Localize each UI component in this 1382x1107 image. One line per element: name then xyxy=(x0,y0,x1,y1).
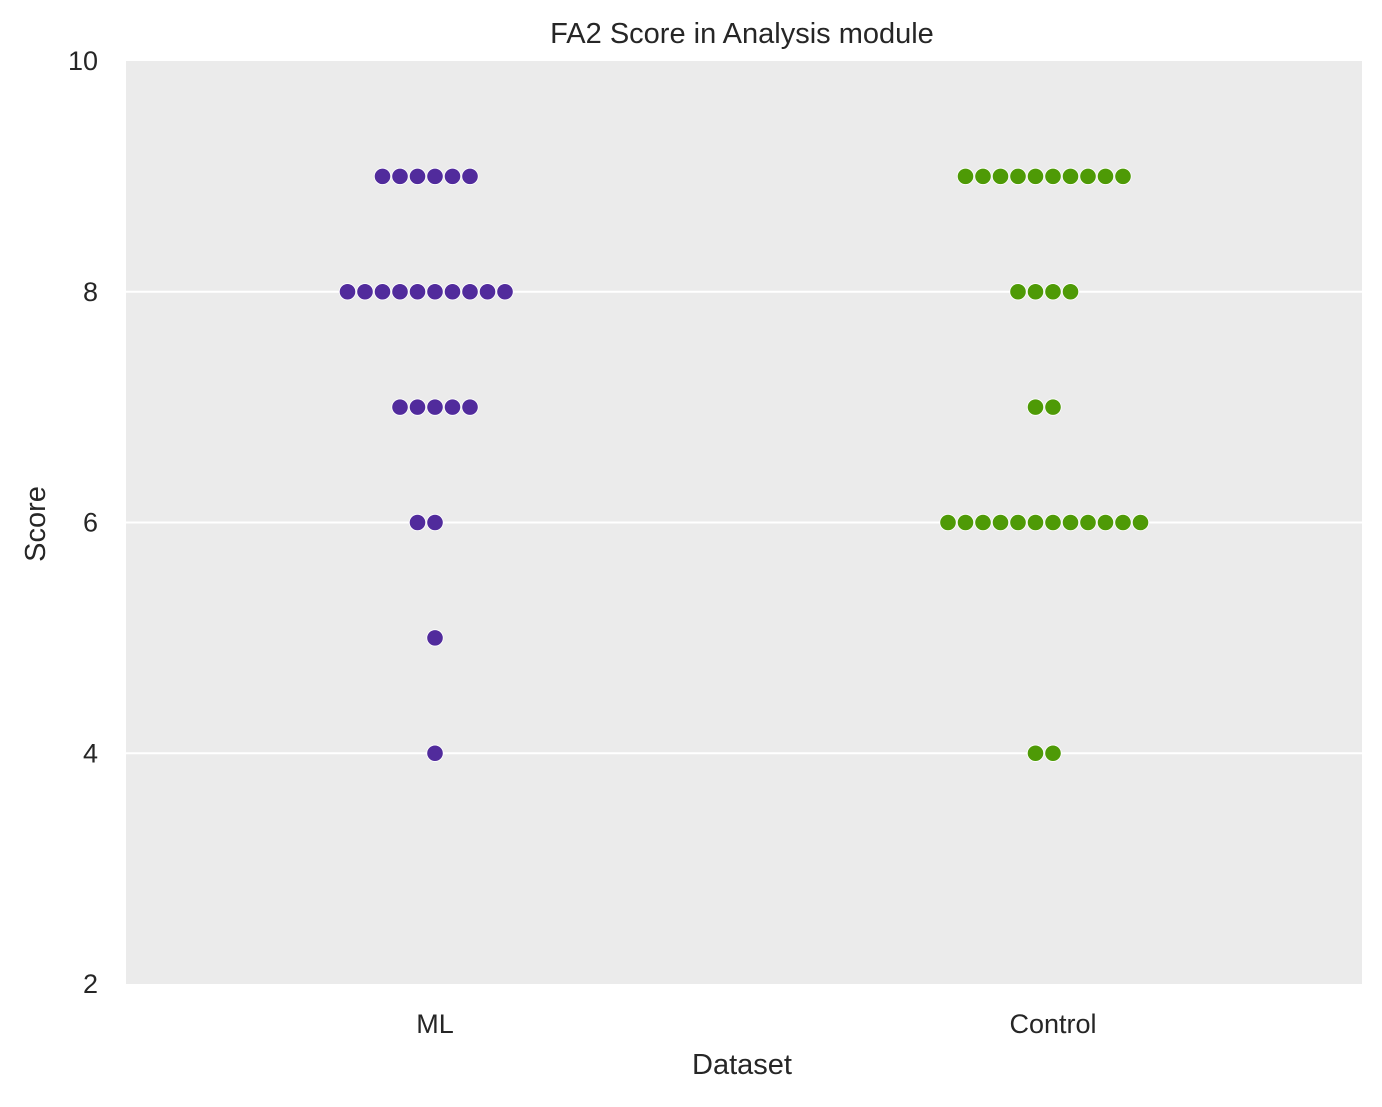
swarm-point xyxy=(408,167,427,185)
swarm-point xyxy=(391,167,409,185)
grid-lines xyxy=(126,290,1362,755)
swarm-point xyxy=(496,283,514,301)
swarm-point xyxy=(1079,167,1097,185)
swarm-point xyxy=(1096,513,1115,532)
y-tick-label: 4 xyxy=(83,738,98,768)
swarm-point xyxy=(1131,513,1150,532)
swarm-point xyxy=(461,167,479,185)
swarm-point xyxy=(1044,744,1062,762)
swarm-point xyxy=(1009,167,1027,185)
swarm-point xyxy=(1044,283,1062,301)
swarm-point xyxy=(461,283,479,301)
swarm-point xyxy=(1009,513,1027,532)
y-tick-label: 10 xyxy=(68,46,98,76)
swarm-point xyxy=(408,513,427,532)
swarm-point xyxy=(956,513,975,532)
swarm-point xyxy=(408,283,427,301)
swarm-point xyxy=(426,167,444,185)
swarm-point xyxy=(426,513,444,532)
y-tick-label: 2 xyxy=(83,969,98,999)
x-tick-labels: ML Control xyxy=(416,1009,1096,1039)
swarm-point xyxy=(356,283,374,301)
y-axis-title: Score xyxy=(20,486,52,562)
swarm-point xyxy=(1026,398,1045,416)
swarm-point xyxy=(443,167,462,185)
y-tick-labels: 2 4 6 8 10 xyxy=(68,46,98,999)
swarm-point xyxy=(426,283,444,301)
swarm-point xyxy=(426,398,444,416)
swarm-point xyxy=(443,398,462,416)
swarm-point xyxy=(939,513,957,532)
swarm-point xyxy=(373,167,392,185)
x-axis-title: Dataset xyxy=(692,1049,792,1081)
swarm-point xyxy=(1044,513,1062,532)
swarm-point xyxy=(426,744,444,762)
swarm-point xyxy=(1026,167,1045,185)
swarm-point xyxy=(408,398,427,416)
swarm-point xyxy=(1114,167,1132,185)
swarm-point xyxy=(373,283,392,301)
swarm-point xyxy=(974,513,992,532)
swarm-point xyxy=(1061,283,1080,301)
swarm-point xyxy=(478,283,497,301)
swarm-point xyxy=(1096,167,1115,185)
swarm-point xyxy=(391,283,409,301)
y-tick-label: 6 xyxy=(83,508,98,538)
swarm-point xyxy=(1061,513,1080,532)
swarm-point xyxy=(1026,283,1045,301)
swarm-point xyxy=(1044,398,1062,416)
swarm-point xyxy=(974,167,992,185)
swarm-point xyxy=(1114,513,1132,532)
swarm-point xyxy=(1026,513,1045,532)
swarm-point xyxy=(1026,744,1045,762)
swarm-point xyxy=(1061,167,1080,185)
swarm-point xyxy=(1079,513,1097,532)
x-tick-label: Control xyxy=(1009,1009,1096,1039)
swarm-point xyxy=(991,167,1010,185)
swarm-point xyxy=(338,283,357,301)
swarm-point xyxy=(1044,167,1062,185)
data-points xyxy=(338,167,1150,762)
y-tick-label: 8 xyxy=(83,277,98,307)
swarm-point xyxy=(1009,283,1027,301)
swarm-point xyxy=(991,513,1010,532)
swarm-point xyxy=(461,398,479,416)
swarm-point xyxy=(956,167,975,185)
swarm-point xyxy=(426,629,444,647)
x-tick-label: ML xyxy=(416,1009,454,1039)
chart-title: FA2 Score in Analysis module xyxy=(550,18,934,50)
swarm-point xyxy=(391,398,409,416)
swarm-point xyxy=(443,283,462,301)
